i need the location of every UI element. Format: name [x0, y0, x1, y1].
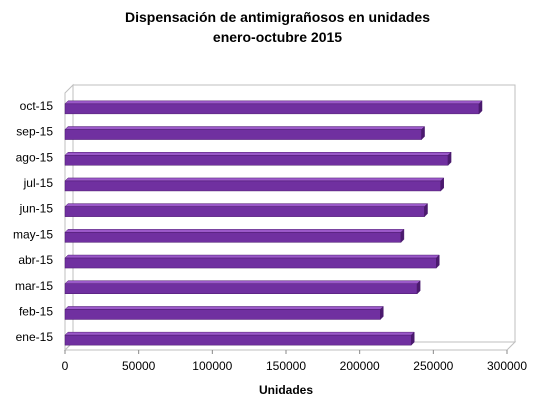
chart-subtitle: enero-octubre 2015	[212, 29, 343, 45]
x-tick-label: 50000	[122, 359, 156, 373]
bar-top-face	[64, 280, 421, 284]
bar	[64, 334, 412, 346]
y-tick-label: ago-15	[16, 150, 54, 164]
bar-top-face	[64, 126, 426, 130]
bar-end-face	[436, 254, 440, 269]
x-tick-label: 100000	[192, 359, 232, 373]
y-tick-label: feb-15	[19, 304, 53, 318]
bar-end-face	[421, 125, 425, 141]
x-tick-label: 0	[62, 359, 69, 373]
bar	[64, 283, 418, 294]
bar-end-face	[410, 331, 415, 346]
y-tick-label: oct-15	[20, 99, 54, 113]
x-tick-label: 300000	[487, 359, 527, 373]
bar-end-face	[447, 151, 452, 166]
bar	[64, 129, 422, 140]
y-tick-label: may-15	[13, 227, 53, 241]
bar-top-face	[64, 306, 384, 310]
bar-top-face	[64, 331, 415, 336]
bar-top-face	[64, 100, 483, 105]
bar-end-face	[380, 305, 384, 321]
y-tick-label: jul-15	[23, 176, 54, 190]
x-tick-label: 250000	[413, 359, 453, 373]
bar	[64, 232, 402, 243]
x-tick-label: 200000	[340, 359, 380, 373]
bar	[64, 180, 441, 192]
x-axis-title: Unidades	[259, 383, 313, 397]
y-tick-label: ene-15	[16, 330, 54, 344]
bar	[64, 155, 449, 166]
bar	[64, 257, 437, 269]
chart-title: Dispensación de antimigrañosos en unidad…	[125, 9, 430, 25]
bar-top-face	[64, 254, 440, 259]
bar-end-face	[424, 203, 428, 218]
y-tick-label: sep-15	[16, 125, 53, 139]
bar-top-face	[64, 152, 452, 156]
y-tick-label: abr-15	[18, 253, 53, 267]
bar-end-face	[440, 177, 444, 192]
bar	[64, 309, 381, 320]
bar-end-face	[416, 280, 421, 295]
y-tick-label: jun-15	[19, 202, 54, 216]
bar	[64, 103, 480, 115]
bar-end-face	[400, 228, 405, 243]
bar-top-face	[64, 203, 429, 207]
bar-top-face	[64, 177, 445, 182]
bar-top-face	[64, 229, 405, 233]
x-tick-label: 150000	[266, 359, 306, 373]
bar	[64, 206, 425, 217]
y-tick-label: mar-15	[15, 279, 53, 293]
bar-end-face	[478, 100, 483, 115]
